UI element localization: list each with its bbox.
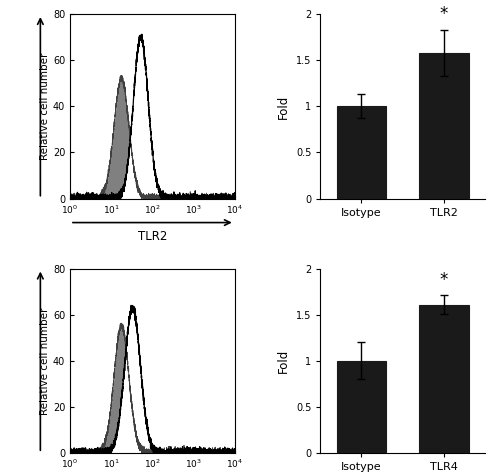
Bar bbox=[419, 53, 469, 199]
Y-axis label: Relative cell number: Relative cell number bbox=[40, 53, 50, 160]
Bar bbox=[337, 106, 386, 199]
Y-axis label: Fold: Fold bbox=[278, 94, 290, 118]
Bar bbox=[337, 361, 386, 453]
Text: *: * bbox=[440, 5, 448, 24]
Bar bbox=[419, 304, 469, 453]
Y-axis label: Relative cell number: Relative cell number bbox=[40, 307, 50, 414]
Y-axis label: Fold: Fold bbox=[278, 349, 290, 373]
X-axis label: TLR2: TLR2 bbox=[138, 230, 167, 243]
Text: *: * bbox=[440, 271, 448, 289]
